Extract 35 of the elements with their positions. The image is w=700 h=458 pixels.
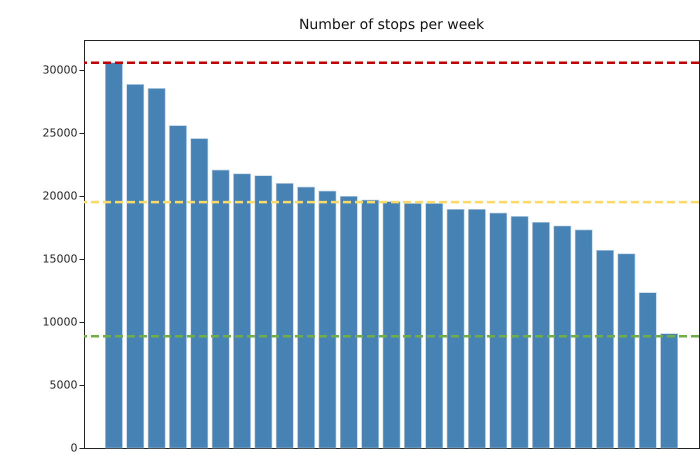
y-tick-label: 15000 — [42, 252, 78, 266]
bar — [660, 333, 678, 448]
bar — [361, 200, 379, 448]
bar — [276, 183, 294, 448]
bar — [190, 138, 208, 448]
bar — [126, 84, 144, 448]
bar — [553, 226, 572, 448]
bar — [425, 203, 444, 448]
bar — [510, 216, 528, 448]
bar — [532, 222, 550, 448]
bar — [404, 203, 422, 448]
bar — [297, 186, 315, 448]
bar — [638, 292, 657, 448]
bar — [618, 254, 636, 448]
bar — [489, 212, 508, 448]
bar — [169, 125, 187, 448]
bar — [468, 209, 486, 448]
bar — [318, 190, 336, 448]
bar — [212, 170, 230, 448]
bar — [254, 175, 272, 448]
bar — [596, 250, 614, 448]
bar — [446, 209, 464, 448]
chart-title: Number of stops per week — [298, 17, 485, 33]
y-tick-label: 10000 — [42, 316, 78, 329]
y-tick-label: 0 — [70, 442, 78, 454]
bar — [105, 62, 123, 448]
bar — [574, 230, 593, 448]
bar — [382, 201, 400, 448]
y-tick-label: 20000 — [42, 190, 78, 203]
y-tick-label: 30000 — [42, 64, 78, 77]
y-tick-label: 5000 — [50, 378, 78, 392]
bar — [340, 196, 358, 448]
bar — [148, 88, 166, 448]
y-tick-label: 25000 — [42, 126, 78, 140]
bar — [233, 174, 251, 448]
